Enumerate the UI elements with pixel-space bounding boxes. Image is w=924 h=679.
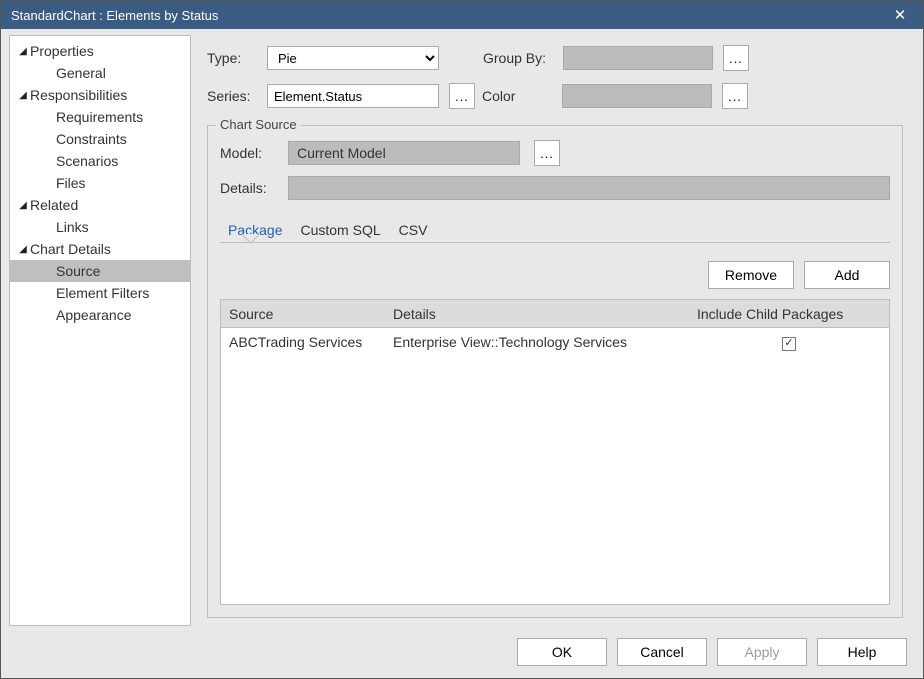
row-model: Model: Current Model ... <box>220 140 890 166</box>
tree-item-appearance[interactable]: Appearance <box>10 304 190 326</box>
tree-group-chart-details[interactable]: ◢ Chart Details <box>10 238 190 260</box>
table-header: Source Details Include Child Packages <box>221 300 889 328</box>
tree-item-source[interactable]: Source <box>10 260 190 282</box>
help-button[interactable]: Help <box>817 638 907 666</box>
series-input[interactable] <box>267 84 439 108</box>
type-select[interactable]: Pie <box>267 46 439 70</box>
groupby-label: Group By: <box>483 50 553 66</box>
row-type-groupby: Type: Pie Group By: ... <box>207 45 903 71</box>
series-label: Series: <box>207 88 257 104</box>
tab-csv[interactable]: CSV <box>397 218 430 242</box>
tree-item-general[interactable]: General <box>10 62 190 84</box>
dialog-window: StandardChart : Elements by Status ✕ ◢ P… <box>0 0 924 679</box>
tab-underline <box>220 242 890 243</box>
fieldset-legend: Chart Source <box>216 117 301 132</box>
apply-button[interactable]: Apply <box>717 638 807 666</box>
collapse-icon: ◢ <box>16 90 30 101</box>
tree-item-requirements[interactable]: Requirements <box>10 106 190 128</box>
th-include-child[interactable]: Include Child Packages <box>689 306 889 322</box>
tree-label: Files <box>16 175 86 191</box>
tree-label: Properties <box>30 43 94 59</box>
model-label: Model: <box>220 145 274 161</box>
collapse-icon: ◢ <box>16 244 30 255</box>
content-panel: Type: Pie Group By: ... Series: ... Colo… <box>199 35 915 626</box>
ok-button[interactable]: OK <box>517 638 607 666</box>
groupby-field[interactable] <box>563 46 713 70</box>
tree-group-properties[interactable]: ◢ Properties <box>10 40 190 62</box>
tree-label: General <box>16 65 106 81</box>
dialog-footer: OK Cancel Apply Help <box>1 626 923 678</box>
chart-source-fieldset: Chart Source Model: Current Model ... De… <box>207 125 903 618</box>
tab-custom-sql[interactable]: Custom SQL <box>298 218 382 242</box>
tree-label: Requirements <box>16 109 143 125</box>
table-buttons: Remove Add <box>220 261 890 289</box>
row-series-color: Series: ... Color ... <box>207 83 903 109</box>
type-label: Type: <box>207 50 257 66</box>
tree-label: Source <box>16 263 100 279</box>
tree-label: Responsibilities <box>30 87 127 103</box>
color-browse-button[interactable]: ... <box>722 83 748 109</box>
sidebar-tree: ◢ Properties General ◢ Responsibilities … <box>9 35 191 626</box>
th-details[interactable]: Details <box>385 306 689 322</box>
model-browse-button[interactable]: ... <box>534 140 560 166</box>
tree-group-related[interactable]: ◢ Related <box>10 194 190 216</box>
cancel-button[interactable]: Cancel <box>617 638 707 666</box>
titlebar: StandardChart : Elements by Status ✕ <box>1 1 923 29</box>
groupby-browse-button[interactable]: ... <box>723 45 749 71</box>
tree-label: Links <box>16 219 89 235</box>
color-field[interactable] <box>562 84 712 108</box>
collapse-icon: ◢ <box>16 200 30 211</box>
table-row[interactable]: ABCTrading Services Enterprise View::Tec… <box>221 328 889 356</box>
tree-item-files[interactable]: Files <box>10 172 190 194</box>
tree-label: Related <box>30 197 78 213</box>
tree-item-element-filters[interactable]: Element Filters <box>10 282 190 304</box>
tree-label: Appearance <box>16 307 132 323</box>
cell-details: Enterprise View::Technology Services <box>385 334 689 350</box>
tree-item-links[interactable]: Links <box>10 216 190 238</box>
model-value: Current Model <box>297 145 386 161</box>
tree-label: Element Filters <box>16 285 149 301</box>
close-icon[interactable]: ✕ <box>883 4 917 26</box>
window-title: StandardChart : Elements by Status <box>11 8 883 23</box>
tree-group-responsibilities[interactable]: ◢ Responsibilities <box>10 84 190 106</box>
details-field[interactable] <box>288 176 890 200</box>
cell-include-child: ✓ <box>689 333 889 351</box>
tree-label: Scenarios <box>16 153 118 169</box>
model-field[interactable]: Current Model <box>288 141 520 165</box>
tree-item-scenarios[interactable]: Scenarios <box>10 150 190 172</box>
remove-button[interactable]: Remove <box>708 261 794 289</box>
cell-source: ABCTrading Services <box>221 334 385 350</box>
tab-notch-icon <box>242 234 258 244</box>
dialog-body: ◢ Properties General ◢ Responsibilities … <box>1 29 923 626</box>
include-child-checkbox[interactable]: ✓ <box>782 337 796 351</box>
source-tabs: Package Custom SQL CSV <box>220 218 890 242</box>
tree-label: Constraints <box>16 131 127 147</box>
tree-item-constraints[interactable]: Constraints <box>10 128 190 150</box>
color-label: Color <box>482 88 552 104</box>
th-source[interactable]: Source <box>221 306 385 322</box>
collapse-icon: ◢ <box>16 46 30 57</box>
add-button[interactable]: Add <box>804 261 890 289</box>
source-table: Source Details Include Child Packages AB… <box>220 299 890 605</box>
series-browse-button[interactable]: ... <box>449 83 475 109</box>
details-label: Details: <box>220 180 274 196</box>
row-details: Details: <box>220 176 890 200</box>
tree-label: Chart Details <box>30 241 111 257</box>
